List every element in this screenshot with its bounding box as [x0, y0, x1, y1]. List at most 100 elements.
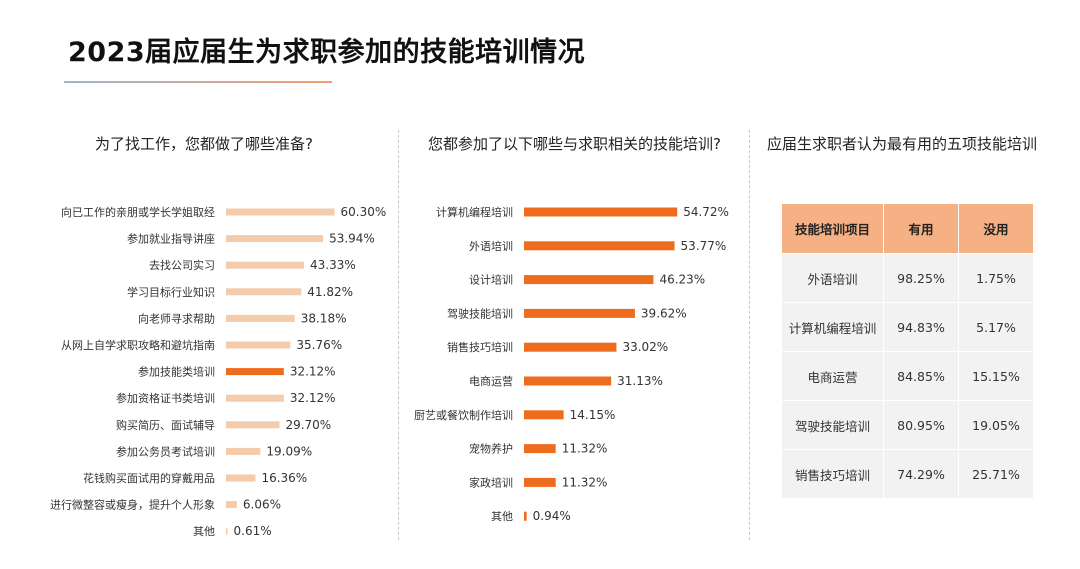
- bar: [524, 511, 527, 521]
- value-label: 11.32%: [562, 442, 608, 456]
- page-title: 2023届应届生为求职参加的技能培训情况: [68, 37, 586, 68]
- category-label: 去找公司实习: [149, 258, 215, 272]
- value-label: 19.09%: [266, 444, 312, 458]
- table-row: 计算机编程培训 94.83% 5.17%: [781, 302, 1034, 352]
- value-label: 41.82%: [307, 285, 353, 299]
- value-label: 32.12%: [290, 391, 336, 405]
- table-cell: 1.75%: [958, 253, 1034, 303]
- value-label: 54.72%: [683, 205, 729, 219]
- value-label: 35.76%: [296, 338, 342, 352]
- table-row: 销售技巧培训 74.29% 25.71%: [781, 449, 1034, 499]
- value-label: 31.13%: [617, 374, 663, 388]
- useful-training-table: 技能培训项目 有用 没用 外语培训 98.25% 1.75% 计算机编程培训 9…: [781, 203, 1034, 499]
- bar: [226, 447, 261, 455]
- category-label: 宠物养护: [469, 442, 513, 456]
- bar: [226, 288, 302, 296]
- table-cell: 74.29%: [883, 449, 959, 499]
- table-cell: 销售技巧培训: [781, 449, 884, 499]
- panel-divider-left: [398, 130, 399, 540]
- bar: [226, 474, 256, 482]
- category-label: 向已工作的亲朋或学长学姐取经: [61, 205, 215, 219]
- value-label: 16.36%: [261, 471, 307, 485]
- title-underline: [64, 81, 332, 83]
- value-label: 53.94%: [329, 232, 375, 246]
- category-label: 家政培训: [469, 475, 513, 489]
- panel-divider-right: [749, 130, 750, 540]
- table-cell: 98.25%: [883, 253, 959, 303]
- bar: [226, 314, 295, 322]
- value-label: 6.06%: [243, 498, 281, 512]
- bar: [226, 261, 304, 269]
- table-cell: 15.15%: [958, 351, 1034, 401]
- value-label: 38.18%: [301, 311, 347, 325]
- value-label: 0.61%: [234, 524, 272, 538]
- bar: [524, 444, 556, 454]
- category-label: 学习目标行业知识: [127, 285, 215, 299]
- table-cell: 电商运营: [781, 351, 884, 401]
- value-label: 60.30%: [341, 205, 387, 219]
- bar: [226, 501, 237, 509]
- value-label: 14.15%: [570, 408, 616, 422]
- table-cell: 计算机编程培训: [781, 302, 884, 352]
- bar: [226, 394, 284, 402]
- category-label: 设计培训: [469, 273, 513, 287]
- value-label: 53.77%: [681, 239, 727, 253]
- table-cell: 5.17%: [958, 302, 1034, 352]
- table-cell: 外语培训: [781, 253, 884, 303]
- table-row: 电商运营 84.85% 15.15%: [781, 351, 1034, 401]
- chart2-title: 您都参加了以下哪些与求职相关的技能培训?: [428, 135, 721, 153]
- bar: [524, 207, 678, 217]
- category-label: 其他: [193, 525, 215, 538]
- value-label: 43.33%: [310, 258, 356, 272]
- category-label: 厨艺或餐饮制作培训: [414, 408, 513, 422]
- bar: [524, 275, 654, 285]
- chart1-title: 为了找工作，您都做了哪些准备?: [95, 135, 313, 153]
- category-label: 其他: [491, 510, 513, 523]
- table-row: 外语培训 98.25% 1.75%: [781, 253, 1034, 303]
- table-header-cell: 技能培训项目: [781, 203, 884, 254]
- value-label: 33.02%: [622, 340, 668, 354]
- bar: [226, 421, 280, 429]
- bar: [226, 368, 284, 376]
- bar: [524, 241, 675, 251]
- bar: [226, 527, 228, 535]
- bar: [524, 477, 556, 487]
- bar: [524, 410, 564, 420]
- value-label: 39.62%: [641, 306, 687, 320]
- bar: [226, 341, 291, 349]
- table-row: 驾驶技能培训 80.95% 19.05%: [781, 400, 1034, 450]
- category-label: 从网上自学求职攻略和避坑指南: [61, 338, 215, 352]
- bar: [226, 235, 324, 243]
- value-label: 0.94%: [533, 509, 571, 523]
- bar: [226, 208, 335, 216]
- table-header-row: 技能培训项目 有用 没用: [781, 203, 1034, 254]
- table-cell: 84.85%: [883, 351, 959, 401]
- value-label: 29.70%: [285, 418, 331, 432]
- category-label: 参加技能类培训: [138, 365, 215, 379]
- table-cell: 94.83%: [883, 302, 959, 352]
- category-label: 参加资格证书类培训: [116, 391, 215, 405]
- category-label: 参加公务员考试培训: [116, 444, 215, 458]
- value-label: 32.12%: [290, 365, 336, 379]
- table-cell: 25.71%: [958, 449, 1034, 499]
- category-label: 销售技巧培训: [447, 340, 513, 354]
- category-label: 花钱购买面试用的穿戴用品: [83, 471, 215, 485]
- table-title: 应届生求职者认为最有用的五项技能培训: [767, 135, 1038, 153]
- value-label: 46.23%: [659, 273, 705, 287]
- table-cell: 驾驶技能培训: [781, 400, 884, 450]
- category-label: 电商运营: [469, 374, 513, 388]
- table-cell: 19.05%: [958, 400, 1034, 450]
- category-label: 购买简历、面试辅导: [116, 418, 215, 432]
- category-label: 计算机编程培训: [436, 205, 513, 219]
- table-cell: 80.95%: [883, 400, 959, 450]
- bar: [524, 342, 617, 352]
- table-header-cell: 有用: [883, 203, 959, 254]
- category-label: 驾驶技能培训: [447, 306, 513, 320]
- table-header-cell: 没用: [958, 203, 1034, 254]
- category-label: 外语培训: [469, 239, 513, 253]
- bar: [524, 376, 612, 386]
- bar: [524, 308, 635, 318]
- value-label: 11.32%: [562, 475, 608, 489]
